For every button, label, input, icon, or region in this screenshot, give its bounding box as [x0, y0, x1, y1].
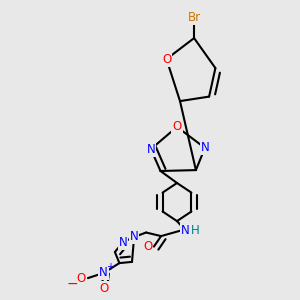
Text: +: + [106, 262, 114, 272]
Text: O: O [172, 120, 182, 134]
Text: O: O [99, 282, 108, 295]
Text: N: N [146, 142, 155, 156]
Text: N: N [181, 224, 190, 237]
Text: O: O [77, 272, 86, 285]
Text: N: N [118, 236, 127, 249]
Text: −: − [67, 277, 78, 291]
Text: N: N [200, 141, 209, 154]
Text: O: O [143, 240, 152, 253]
Text: H: H [191, 224, 200, 237]
Text: N: N [99, 266, 108, 280]
Text: Br: Br [188, 11, 201, 24]
Text: N: N [130, 230, 139, 244]
Text: O: O [162, 52, 171, 66]
